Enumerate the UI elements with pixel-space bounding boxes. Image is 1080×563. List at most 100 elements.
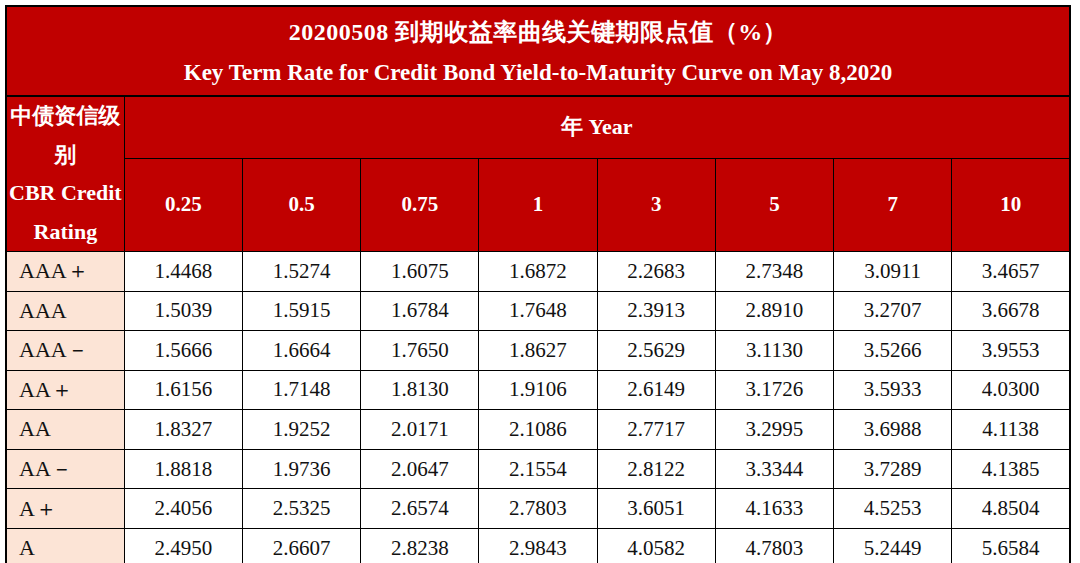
value-cell: 4.1138 xyxy=(952,410,1070,450)
value-cell: 1.5666 xyxy=(124,331,242,371)
rating-cell: AA xyxy=(6,410,124,450)
yield-curve-table: 20200508 到期收益率曲线关键期限点值（%） Key Term Rate … xyxy=(5,5,1071,563)
value-cell: 4.1633 xyxy=(715,489,833,529)
term-header-0.5: 0.5 xyxy=(242,158,360,251)
value-cell: 3.0911 xyxy=(834,252,952,292)
value-cell: 2.6574 xyxy=(361,489,479,529)
value-cell: 2.2683 xyxy=(597,252,715,292)
value-cell: 2.6149 xyxy=(597,370,715,410)
value-cell: 1.6784 xyxy=(361,291,479,331)
rating-cell: A xyxy=(6,528,124,563)
value-cell: 1.7648 xyxy=(479,291,597,331)
value-cell: 2.1086 xyxy=(479,410,597,450)
value-cell: 2.9843 xyxy=(479,528,597,563)
value-cell: 1.5915 xyxy=(242,291,360,331)
yield-curve-table-container: 20200508 到期收益率曲线关键期限点值（%） Key Term Rate … xyxy=(5,5,1071,553)
rating-cell: A＋ xyxy=(6,489,124,529)
value-cell: 1.7650 xyxy=(361,331,479,371)
value-cell: 3.5933 xyxy=(834,370,952,410)
value-cell: 5.2449 xyxy=(834,528,952,563)
value-cell: 4.0300 xyxy=(952,370,1070,410)
value-cell: 2.4950 xyxy=(124,528,242,563)
value-cell: 2.3913 xyxy=(597,291,715,331)
terms-row: 0.250.50.75135710 xyxy=(6,158,1070,251)
value-cell: 3.7289 xyxy=(834,449,952,489)
year-group-row: 中债资信级别 CBR Credit Rating 年 Year xyxy=(6,96,1070,158)
value-cell: 2.0647 xyxy=(361,449,479,489)
value-cell: 1.6156 xyxy=(124,370,242,410)
value-cell: 1.5274 xyxy=(242,252,360,292)
value-cell: 2.8910 xyxy=(715,291,833,331)
value-cell: 3.1130 xyxy=(715,331,833,371)
value-cell: 2.7348 xyxy=(715,252,833,292)
value-cell: 2.7717 xyxy=(597,410,715,450)
term-header-0.75: 0.75 xyxy=(361,158,479,251)
value-cell: 3.6051 xyxy=(597,489,715,529)
table-row: A2.49502.66072.82382.98434.05824.78035.2… xyxy=(6,528,1070,563)
rating-cell: AAA－ xyxy=(6,331,124,371)
value-cell: 2.0171 xyxy=(361,410,479,450)
value-cell: 1.8327 xyxy=(124,410,242,450)
rating-column-header-chinese: 中债资信级别 xyxy=(7,97,124,174)
table-row: AA＋1.61561.71481.81301.91062.61493.17263… xyxy=(6,370,1070,410)
value-cell: 3.5266 xyxy=(834,331,952,371)
value-cell: 1.9252 xyxy=(242,410,360,450)
rating-cell: AA＋ xyxy=(6,370,124,410)
value-cell: 5.6584 xyxy=(952,528,1070,563)
value-cell: 1.5039 xyxy=(124,291,242,331)
table-row: A＋2.40562.53252.65742.78033.60514.16334.… xyxy=(6,489,1070,529)
value-cell: 3.4657 xyxy=(952,252,1070,292)
value-cell: 2.5629 xyxy=(597,331,715,371)
term-header-3: 3 xyxy=(597,158,715,251)
value-cell: 4.7803 xyxy=(715,528,833,563)
table-row: AA－1.88181.97362.06472.15542.81223.33443… xyxy=(6,449,1070,489)
value-cell: 1.7148 xyxy=(242,370,360,410)
title-row: 20200508 到期收益率曲线关键期限点值（%） Key Term Rate … xyxy=(6,6,1070,96)
value-cell: 1.4468 xyxy=(124,252,242,292)
table-title-english: Key Term Rate for Credit Bond Yield-to-M… xyxy=(7,60,1069,86)
value-cell: 1.8627 xyxy=(479,331,597,371)
rating-cell: AAA xyxy=(6,291,124,331)
value-cell: 3.2707 xyxy=(834,291,952,331)
table-body: AAA＋1.44681.52741.60751.68722.26832.7348… xyxy=(6,252,1070,563)
value-cell: 3.9553 xyxy=(952,331,1070,371)
rating-column-header-english: CBR Credit Rating xyxy=(7,174,124,251)
value-cell: 2.7803 xyxy=(479,489,597,529)
rating-cell: AA－ xyxy=(6,449,124,489)
term-header-10: 10 xyxy=(952,158,1070,251)
value-cell: 3.2995 xyxy=(715,410,833,450)
value-cell: 1.6872 xyxy=(479,252,597,292)
value-cell: 1.6664 xyxy=(242,331,360,371)
year-group-header: 年 Year xyxy=(124,96,1070,158)
value-cell: 2.1554 xyxy=(479,449,597,489)
term-header-0.25: 0.25 xyxy=(124,158,242,251)
value-cell: 1.9106 xyxy=(479,370,597,410)
rating-column-header: 中债资信级别 CBR Credit Rating xyxy=(6,96,124,252)
table-title-chinese: 20200508 到期收益率曲线关键期限点值（%） xyxy=(7,16,1069,48)
term-header-7: 7 xyxy=(834,158,952,251)
value-cell: 1.8130 xyxy=(361,370,479,410)
table-row: AA1.83271.92522.01712.10862.77173.29953.… xyxy=(6,410,1070,450)
table-row: AAA1.50391.59151.67841.76482.39132.89103… xyxy=(6,291,1070,331)
table-title: 20200508 到期收益率曲线关键期限点值（%） Key Term Rate … xyxy=(6,6,1070,96)
value-cell: 1.8818 xyxy=(124,449,242,489)
value-cell: 4.0582 xyxy=(597,528,715,563)
value-cell: 2.5325 xyxy=(242,489,360,529)
term-header-1: 1 xyxy=(479,158,597,251)
value-cell: 4.5253 xyxy=(834,489,952,529)
table-row: AAA－1.56661.66641.76501.86272.56293.1130… xyxy=(6,331,1070,371)
value-cell: 2.8238 xyxy=(361,528,479,563)
value-cell: 3.1726 xyxy=(715,370,833,410)
table-row: AAA＋1.44681.52741.60751.68722.26832.7348… xyxy=(6,252,1070,292)
value-cell: 2.6607 xyxy=(242,528,360,563)
value-cell: 4.8504 xyxy=(952,489,1070,529)
value-cell: 4.1385 xyxy=(952,449,1070,489)
rating-cell: AAA＋ xyxy=(6,252,124,292)
term-header-5: 5 xyxy=(715,158,833,251)
value-cell: 3.6678 xyxy=(952,291,1070,331)
value-cell: 1.9736 xyxy=(242,449,360,489)
value-cell: 3.3344 xyxy=(715,449,833,489)
value-cell: 2.8122 xyxy=(597,449,715,489)
value-cell: 3.6988 xyxy=(834,410,952,450)
value-cell: 1.6075 xyxy=(361,252,479,292)
